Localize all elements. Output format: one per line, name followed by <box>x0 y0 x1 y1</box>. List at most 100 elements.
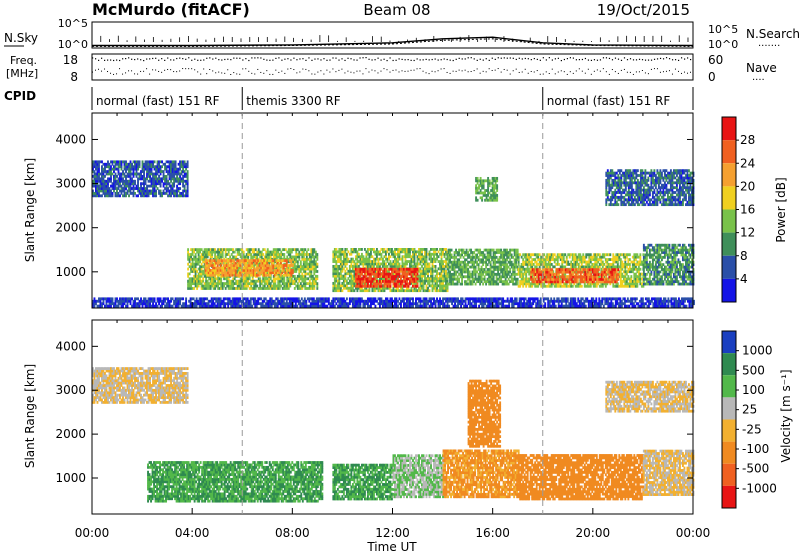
power-cell <box>99 299 102 303</box>
power-cell <box>659 304 662 308</box>
power-cell <box>587 302 590 306</box>
power-cell <box>190 267 193 271</box>
power-cell <box>490 302 493 306</box>
power-cell <box>497 297 500 301</box>
power-cell <box>229 279 232 283</box>
nave-point <box>539 73 541 75</box>
power-cell <box>227 248 230 252</box>
power-cell <box>99 187 102 190</box>
power-cell <box>563 297 566 301</box>
power-cell <box>512 304 515 308</box>
power-cell <box>194 279 197 283</box>
power-cell <box>212 266 215 270</box>
freq-point <box>629 58 632 60</box>
power-cell <box>578 302 581 306</box>
power-cell <box>191 265 194 269</box>
power-cell <box>274 287 277 290</box>
power-cell <box>362 257 365 261</box>
power-cell <box>622 297 625 301</box>
freq-point <box>239 57 241 59</box>
power-cell <box>656 297 659 301</box>
power-cell <box>425 257 428 261</box>
power-cell <box>629 297 632 301</box>
power-cell <box>249 266 252 270</box>
power-cell <box>443 297 446 301</box>
power-cell <box>457 299 460 303</box>
power-cell <box>159 194 162 198</box>
power-cell <box>274 277 277 281</box>
power-cell <box>236 259 239 263</box>
power-cell <box>348 302 351 306</box>
power-cell <box>138 177 141 181</box>
power-cell <box>389 297 392 301</box>
nave-point <box>113 73 115 75</box>
power-cell <box>304 272 307 276</box>
power-cell <box>218 248 221 252</box>
power-cell <box>353 248 356 251</box>
power-cell <box>288 259 291 263</box>
power-cell <box>693 299 695 303</box>
power-cell <box>110 304 112 308</box>
power-cell <box>266 257 269 261</box>
freq-point <box>542 57 544 59</box>
nave-point <box>311 73 313 75</box>
power-cell <box>302 282 305 286</box>
power-cell <box>208 284 211 288</box>
power-cell <box>119 177 121 181</box>
power-cell <box>113 189 115 193</box>
power-cell <box>111 187 114 190</box>
power-cell <box>200 265 203 269</box>
power-cell <box>146 299 148 303</box>
power-cell <box>311 299 314 303</box>
freq-point <box>605 57 608 59</box>
power-cell <box>197 279 200 283</box>
power-cell <box>108 302 111 306</box>
power-cell <box>302 253 305 256</box>
power-cell <box>359 257 362 261</box>
power-cell <box>206 287 209 290</box>
power-cell <box>371 299 374 303</box>
power-cell <box>342 252 345 256</box>
power-cell <box>272 284 275 288</box>
power-cell <box>147 297 150 301</box>
power-cell <box>448 297 450 301</box>
power-cell <box>245 259 248 263</box>
freq-point <box>311 59 313 61</box>
power-cell <box>104 194 106 198</box>
power-cell <box>114 172 117 176</box>
power-cell <box>384 299 387 303</box>
nave-point <box>266 70 268 72</box>
nave-point <box>308 70 310 72</box>
freq-point <box>569 57 571 59</box>
power-cell <box>193 257 196 261</box>
power-cell <box>110 160 112 164</box>
freq-point <box>263 58 265 60</box>
power-cell <box>339 304 342 308</box>
power-cell <box>117 182 120 186</box>
nave-point <box>587 68 589 70</box>
power-cell <box>248 282 251 286</box>
power-cell <box>493 299 496 303</box>
power-cell <box>529 299 532 303</box>
power-cell <box>299 304 302 308</box>
power-cell <box>183 174 186 178</box>
power-cell <box>104 297 106 301</box>
power-cell <box>137 302 139 306</box>
power-cell <box>395 297 398 301</box>
power-cell <box>242 261 245 265</box>
power-cell <box>488 299 491 303</box>
power-cell <box>320 302 323 306</box>
power-cell <box>149 170 151 173</box>
power-cell <box>353 267 356 271</box>
power-cell <box>386 297 389 301</box>
power-cell <box>255 264 258 267</box>
power-cell <box>114 184 117 188</box>
nave-point <box>500 71 502 73</box>
nave-point <box>437 70 439 72</box>
freq-point <box>590 59 593 62</box>
power-cell <box>296 255 299 259</box>
power-cell <box>656 299 659 303</box>
power-cell <box>359 248 362 251</box>
power-cell <box>129 297 132 301</box>
power-cell <box>493 297 496 301</box>
